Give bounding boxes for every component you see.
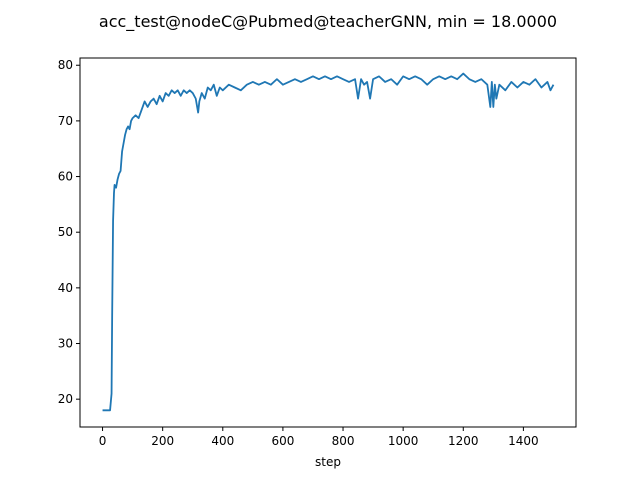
plot-area-frame: [79, 57, 577, 428]
y-tick-label: 50: [58, 225, 73, 239]
x-tick-label: 200: [151, 434, 174, 448]
series-line: [102, 72, 555, 412]
y-tick-label: 30: [58, 337, 73, 351]
x-tick-label: 1200: [448, 434, 479, 448]
x-tick-label: 1000: [388, 434, 419, 448]
y-tick-label: 20: [58, 392, 73, 406]
x-tick-label: 0: [99, 434, 107, 448]
x-tick-label: 600: [271, 434, 294, 448]
x-axis-label: step: [315, 455, 341, 469]
x-tick-label: 800: [332, 434, 355, 448]
chart-title: acc_test@nodeC@Pubmed@teacherGNN, min = …: [99, 12, 557, 32]
y-tick-label: 80: [58, 58, 73, 72]
y-tick-label: 70: [58, 114, 73, 128]
x-axis: 0 200 400 600 800 1000 1200 1400: [99, 427, 539, 448]
y-tick-label: 60: [58, 170, 73, 184]
x-tick-label: 400: [211, 434, 234, 448]
y-axis: 20 30 40 50 60 70 80: [58, 58, 80, 406]
y-tick-label: 40: [58, 281, 73, 295]
x-tick-label: 1400: [508, 434, 539, 448]
